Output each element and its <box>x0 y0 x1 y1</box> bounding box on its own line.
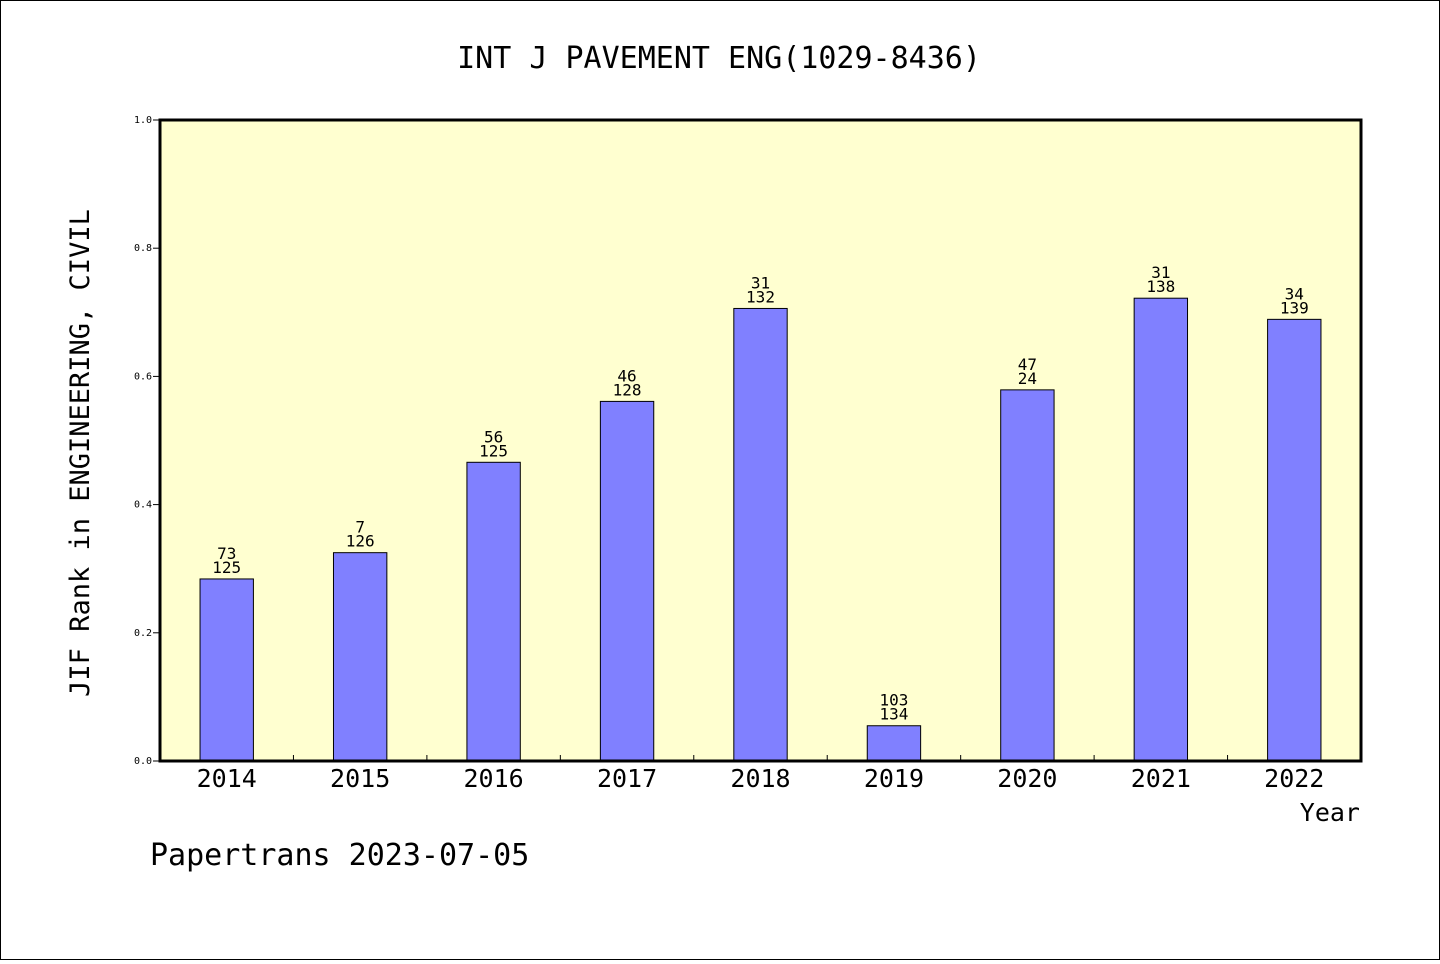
bar-total-label: 138 <box>1146 277 1175 296</box>
bar-total-label: 132 <box>746 287 775 306</box>
y-axis-label: JIF Rank in ENGINEERING, CIVIL <box>65 209 96 697</box>
y-axis: 0.0 0.2 0.4 0.6 0.8 1.0 <box>134 115 160 767</box>
footer-text: Papertrans 2023-07-05 <box>150 838 529 873</box>
bar-rank-label: 31 <box>751 273 770 292</box>
y-tick-label: 0.0 <box>134 756 152 767</box>
bar <box>199 578 254 762</box>
bars <box>199 297 1322 762</box>
x-tick-label: 2017 <box>597 764 657 793</box>
bar-total-label: 128 <box>613 380 642 399</box>
x-tick-label: 2019 <box>864 764 924 793</box>
bar-total-label: 125 <box>212 558 241 577</box>
bar-total-label: 125 <box>479 441 508 460</box>
x-tick-label: 2018 <box>730 764 790 793</box>
x-axis: 2014 2015 2016 2017 2018 2019 2020 2021 2022 <box>197 755 1324 793</box>
y-tick-label: 0.6 <box>134 371 152 382</box>
y-tick-label: 0.2 <box>134 628 152 639</box>
x-tick-label: 2014 <box>197 764 257 793</box>
bar <box>733 307 788 762</box>
x-axis-label: Year <box>1300 798 1360 827</box>
bar-total-label: 126 <box>346 532 375 551</box>
bar-total-label: 134 <box>879 705 908 724</box>
bar-rank-label: 73 <box>217 544 236 563</box>
bar-rank-label: 56 <box>484 427 503 446</box>
bar <box>1133 297 1189 762</box>
bar-rank-label: 34 <box>1285 284 1304 303</box>
chart-title: INT J PAVEMENT ENG(1029-8436) <box>457 41 981 76</box>
x-tick-label: 2015 <box>330 764 390 793</box>
bar <box>332 552 388 762</box>
x-tick-label: 2022 <box>1264 764 1324 793</box>
bar-rank-label: 47 <box>1018 355 1037 374</box>
bar <box>866 725 922 762</box>
bar-total-label: 24 <box>1018 369 1037 388</box>
bar-rank-label: 46 <box>617 366 636 385</box>
bar-total-label: 139 <box>1280 298 1309 317</box>
x-tick-label: 2021 <box>1131 764 1191 793</box>
bar-rank-label: 7 <box>355 518 365 537</box>
bar-rank-label: 31 <box>1151 263 1170 282</box>
x-tick-label: 2016 <box>464 764 524 793</box>
x-tick-label: 2020 <box>997 764 1057 793</box>
bar-rank-label: 103 <box>879 691 908 710</box>
y-tick-label: 1.0 <box>134 115 152 126</box>
bar <box>1000 389 1055 762</box>
y-tick-label: 0.8 <box>134 243 152 254</box>
bar <box>599 400 655 762</box>
bar <box>1267 318 1322 762</box>
bar <box>466 461 521 762</box>
y-tick-label: 0.4 <box>134 500 152 511</box>
plot-border <box>158 118 1363 763</box>
